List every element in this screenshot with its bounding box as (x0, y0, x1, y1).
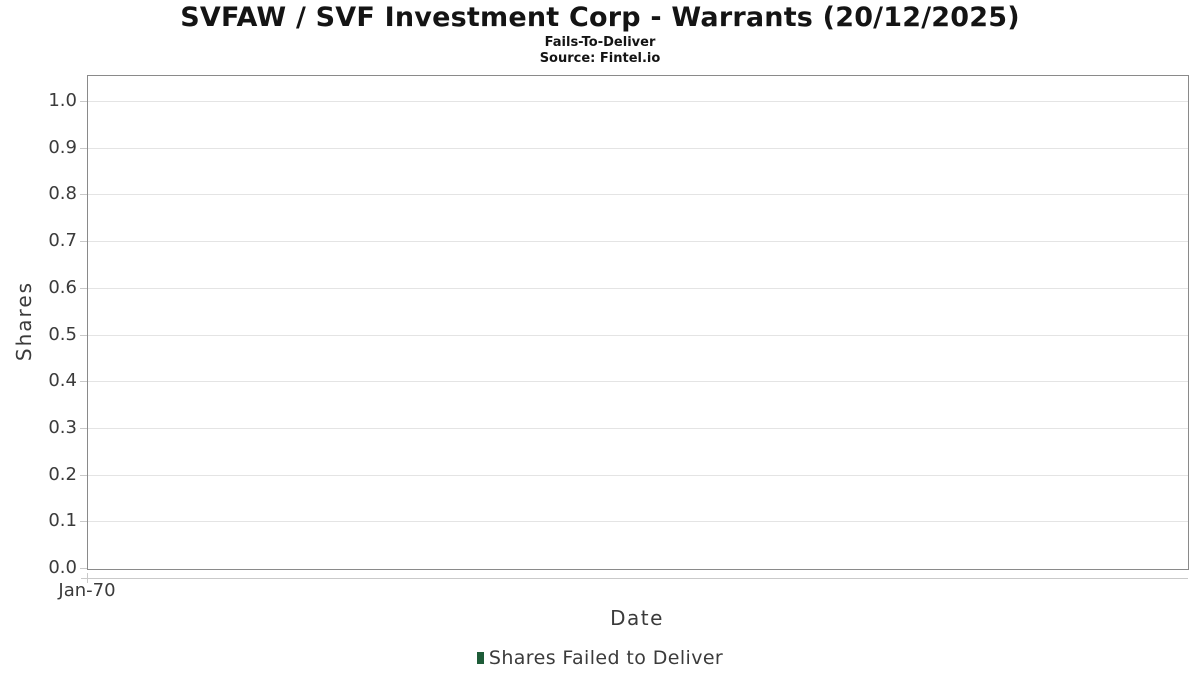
y-tick-mark-0.8 (80, 194, 87, 196)
y-tick-mark-0.2 (80, 474, 87, 476)
y-tick-label-0.7: 0.7 (48, 230, 77, 252)
y-tick-mark-1.0 (80, 101, 87, 102)
y-tick-label-0.5: 0.5 (48, 323, 77, 345)
legend: Shares Failed to Deliver (0, 645, 1200, 671)
y-tick-mark-0.0 (80, 568, 87, 569)
gridline-0.9 (88, 147, 1188, 149)
y-tick-label-0.0: 0.0 (48, 557, 77, 578)
x-axis-label: Date (610, 606, 664, 630)
y-tick-mark-0.4 (80, 381, 87, 383)
y-tick-mark-0.1 (80, 521, 87, 523)
y-tick-label-0.8: 0.8 (48, 183, 77, 205)
gridline-0.6 (88, 287, 1188, 289)
legend-item-shares-failed-to-deliver[interactable]: Shares Failed to Deliver (476, 647, 724, 669)
x-tick-label: Jan-70 (58, 580, 116, 601)
chart-title: SVFAW / SVF Investment Corp - Warrants (… (180, 2, 1020, 33)
gridline-0.4 (88, 381, 1188, 383)
y-tick-label-1.0: 1.0 (48, 90, 77, 111)
y-tick-mark-0.7 (80, 241, 87, 243)
chart-subtitle: Fails-To-Deliver (544, 35, 656, 50)
gridline-0.2 (88, 474, 1188, 476)
y-tick-label-0.9: 0.9 (48, 136, 77, 158)
y-tick-mark-0.3 (80, 427, 87, 429)
gridline-0.8 (88, 194, 1188, 196)
x-tick-mark (87, 573, 88, 583)
y-tick-label-0.1: 0.1 (48, 510, 77, 532)
y-tick-label-0.3: 0.3 (48, 416, 77, 438)
y-tick-label-0.4: 0.4 (48, 370, 77, 392)
y-tick-mark-0.5 (80, 334, 87, 336)
gridline-0.7 (88, 241, 1188, 243)
y-tick-mark-0.6 (80, 287, 87, 289)
legend-label: Shares Failed to Deliver (488, 647, 724, 669)
plot-area (87, 75, 1189, 570)
gridline-1.0 (88, 101, 1188, 102)
y-tick-label-0.6: 0.6 (48, 276, 77, 298)
gridline-0.5 (88, 334, 1188, 336)
gridline-0.3 (88, 427, 1188, 429)
y-tick-mark-0.9 (80, 147, 87, 149)
legend-marker-icon (476, 652, 484, 664)
x-axis-line (81, 578, 1188, 579)
chart-source: Source: Fintel.io (539, 51, 661, 66)
gridline-0.1 (88, 521, 1188, 523)
y-tick-label-0.2: 0.2 (48, 463, 77, 485)
